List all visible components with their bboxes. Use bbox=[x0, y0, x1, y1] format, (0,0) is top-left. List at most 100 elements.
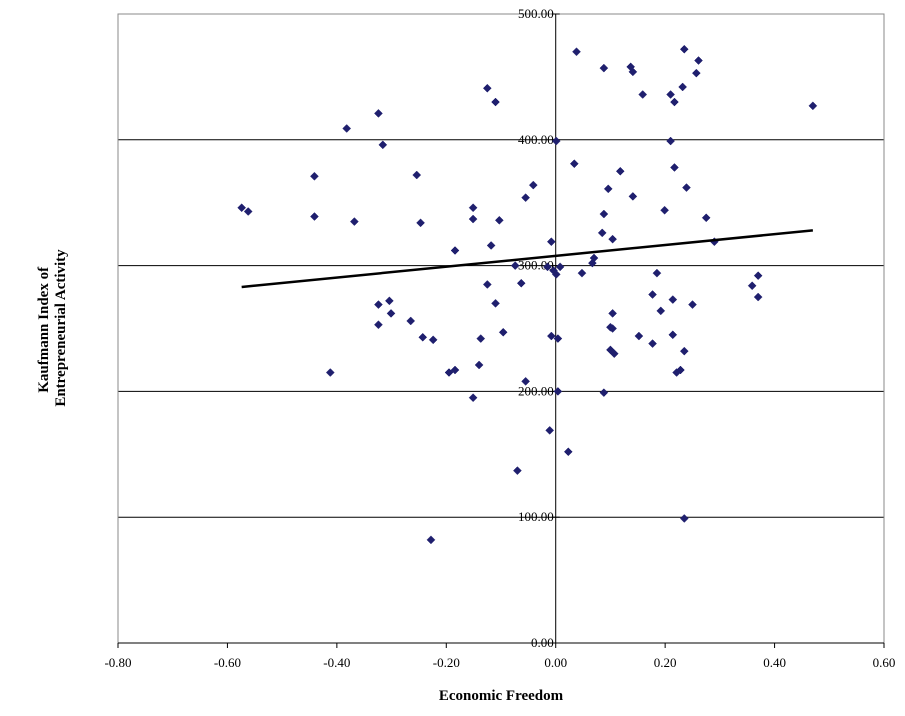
data-point-65 bbox=[608, 324, 617, 333]
x-tick-label-4: 0.00 bbox=[544, 655, 567, 670]
data-point-41 bbox=[545, 426, 555, 435]
data-point-52 bbox=[572, 47, 581, 57]
data-point-60 bbox=[603, 184, 613, 194]
data-point-15 bbox=[416, 218, 425, 228]
data-point-83 bbox=[670, 163, 679, 172]
data-point-53 bbox=[577, 268, 587, 278]
data-point-88 bbox=[679, 346, 689, 356]
data-point-7 bbox=[374, 109, 383, 118]
y-tick-label-5: 500.00 bbox=[518, 6, 554, 21]
data-point-10 bbox=[378, 140, 388, 150]
data-point-6 bbox=[350, 217, 359, 226]
tick-labels: 0.00 100.00 200.00 300.00 400.00 500.00 -0.80 -… bbox=[104, 6, 895, 670]
data-point-89 bbox=[679, 514, 689, 523]
data-point-32 bbox=[495, 215, 504, 225]
data-point-3 bbox=[310, 212, 319, 221]
data-point-43 bbox=[546, 237, 556, 247]
data-point-49 bbox=[555, 262, 565, 272]
x-tick-label-7: 0.60 bbox=[873, 655, 896, 670]
data-point-46 bbox=[551, 270, 561, 279]
data-point-4 bbox=[325, 368, 335, 377]
x-axis-title: Economic Freedom bbox=[439, 688, 564, 704]
data-point-5 bbox=[342, 124, 352, 133]
data-point-66 bbox=[609, 349, 619, 359]
y-tick-label-3: 300.00 bbox=[518, 258, 554, 273]
data-point-75 bbox=[652, 268, 662, 278]
data-point-19 bbox=[444, 368, 454, 377]
y-axis-title-line-2: Entrepreneurial Activity bbox=[53, 249, 69, 407]
y-tick-label-4: 400.00 bbox=[518, 132, 554, 147]
data-point-71 bbox=[634, 331, 644, 341]
data-point-8 bbox=[374, 300, 383, 309]
data-point-27 bbox=[482, 83, 492, 93]
data-point-30 bbox=[491, 97, 500, 107]
data-point-51 bbox=[569, 159, 579, 169]
gridlines bbox=[118, 139, 884, 518]
data-point-29 bbox=[486, 241, 496, 250]
data-point-45 bbox=[551, 136, 561, 146]
data-point-69 bbox=[628, 192, 638, 201]
data-point-73 bbox=[648, 290, 657, 299]
y-axis-title-line-1: Kaufmann Index of bbox=[36, 266, 52, 393]
data-point-28 bbox=[482, 280, 492, 289]
data-point-70 bbox=[628, 67, 638, 77]
data-point-85 bbox=[676, 365, 685, 375]
data-point-38 bbox=[521, 193, 530, 203]
data-point-20 bbox=[450, 246, 460, 255]
data-point-76 bbox=[656, 306, 666, 316]
x-tick-label-3: -0.20 bbox=[433, 655, 460, 670]
data-point-80 bbox=[668, 295, 678, 304]
data-point-86 bbox=[678, 82, 688, 92]
data-point-12 bbox=[386, 309, 396, 318]
data-point-63 bbox=[608, 234, 617, 244]
data-point-34 bbox=[510, 261, 520, 270]
data-point-31 bbox=[491, 298, 500, 308]
axes bbox=[117, 13, 885, 648]
data-point-92 bbox=[691, 68, 701, 78]
data-point-59 bbox=[599, 63, 609, 73]
data-point-39 bbox=[528, 180, 538, 190]
y-tick-label-0: 0.00 bbox=[531, 635, 554, 650]
data-point-36 bbox=[516, 278, 526, 288]
data-point-74 bbox=[648, 339, 657, 348]
x-tick-label-2: -0.40 bbox=[323, 655, 350, 670]
trendline-group bbox=[241, 229, 813, 289]
data-point-18 bbox=[428, 335, 438, 345]
trendline bbox=[241, 229, 813, 289]
data-point-2 bbox=[310, 171, 319, 181]
data-point-13 bbox=[406, 316, 416, 326]
data-point-79 bbox=[666, 90, 675, 99]
data-point-23 bbox=[468, 203, 478, 213]
data-point-50 bbox=[563, 447, 573, 457]
data-point-72 bbox=[638, 90, 648, 99]
data-point-64 bbox=[608, 309, 617, 318]
data-point-87 bbox=[679, 44, 689, 54]
data-point-22 bbox=[468, 214, 478, 224]
data-point-17 bbox=[426, 535, 436, 545]
data-point-56 bbox=[597, 228, 607, 238]
data-point-57 bbox=[599, 209, 609, 219]
data-point-47 bbox=[553, 334, 563, 343]
data-point-91 bbox=[688, 300, 697, 309]
data-point-16 bbox=[418, 332, 428, 342]
data-point-82 bbox=[670, 97, 679, 107]
y-tick-label-2: 200.00 bbox=[518, 383, 554, 398]
x-tick-label-6: 0.40 bbox=[763, 655, 786, 670]
data-point-78 bbox=[666, 136, 675, 146]
data-point-93 bbox=[694, 56, 703, 65]
plot-area-border bbox=[117, 13, 885, 644]
data-point-33 bbox=[498, 327, 508, 337]
data-point-11 bbox=[385, 296, 394, 306]
y-tick-label-1: 100.00 bbox=[518, 509, 554, 524]
data-point-48 bbox=[553, 387, 563, 396]
data-point-94 bbox=[701, 213, 711, 223]
data-point-35 bbox=[513, 466, 522, 476]
data-point-96 bbox=[747, 281, 757, 291]
data-point-9 bbox=[374, 320, 383, 330]
data-point-26 bbox=[476, 334, 486, 343]
data-point-90 bbox=[682, 183, 691, 192]
data-point-37 bbox=[521, 376, 530, 386]
data-point-24 bbox=[468, 393, 478, 403]
